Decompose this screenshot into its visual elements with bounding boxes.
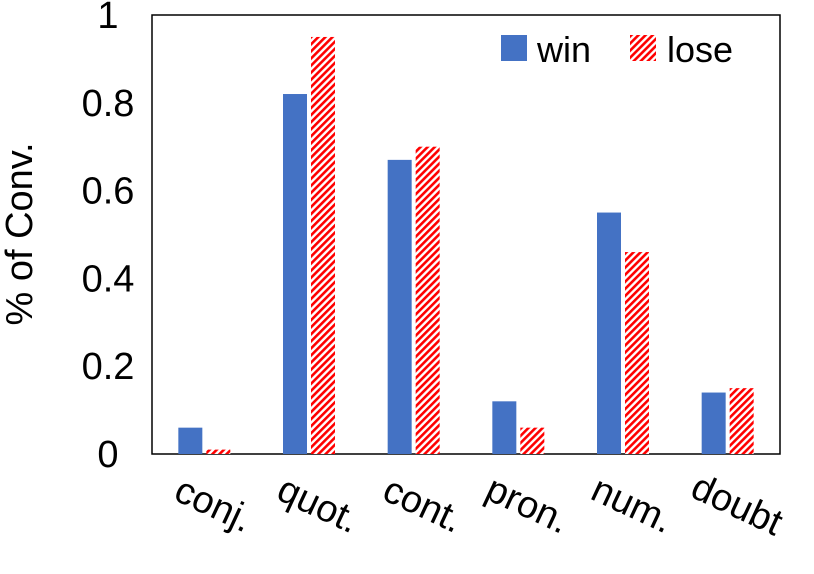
bar-win-doubt: [701, 392, 726, 454]
y-tick-label: 0: [97, 434, 118, 476]
bar-lose-doubt: [729, 388, 754, 454]
x-category-label: pron.: [479, 468, 575, 543]
legend-label-lose: lose: [667, 29, 733, 70]
bar-lose-conj: [206, 449, 231, 454]
y-tick-label: 0.4: [82, 258, 135, 300]
y-tick-label: 0.8: [82, 83, 135, 125]
bar-lose-cont: [415, 146, 440, 454]
y-tick-label: 0.6: [82, 171, 135, 213]
legend-swatch-win: [501, 35, 527, 61]
y-tick-label: 0.2: [82, 346, 135, 388]
plot-area-frame: [151, 14, 781, 455]
legend: win lose: [474, 22, 752, 74]
x-category-label: quot.: [271, 468, 365, 542]
bar-win-conj: [178, 427, 203, 454]
x-category-label: conj.: [168, 469, 259, 541]
y-axis-title: % of Conv.: [0, 142, 41, 325]
x-axis-category-labels: conj. quot. cont. pron. num. doubt: [168, 466, 789, 544]
bars: [178, 36, 754, 455]
legend-label-win: win: [536, 29, 591, 70]
bar-win-cont: [387, 159, 412, 454]
x-category-label: cont.: [377, 469, 469, 542]
bar-win-pron: [492, 401, 517, 454]
legend-swatch-lose: [630, 35, 656, 61]
bar-lose-num: [625, 252, 649, 454]
y-axis-ticks: 0 0.2 0.4 0.6 0.8 1: [82, 0, 135, 476]
bar-lose-pron: [520, 427, 545, 454]
y-tick-label: 1: [97, 0, 118, 37]
x-category-label: num.: [585, 468, 679, 542]
bar-win-quot: [283, 94, 307, 455]
x-category-label: doubt: [685, 466, 789, 544]
bar-win-num: [597, 212, 621, 454]
bar-lose-quot: [311, 36, 335, 454]
